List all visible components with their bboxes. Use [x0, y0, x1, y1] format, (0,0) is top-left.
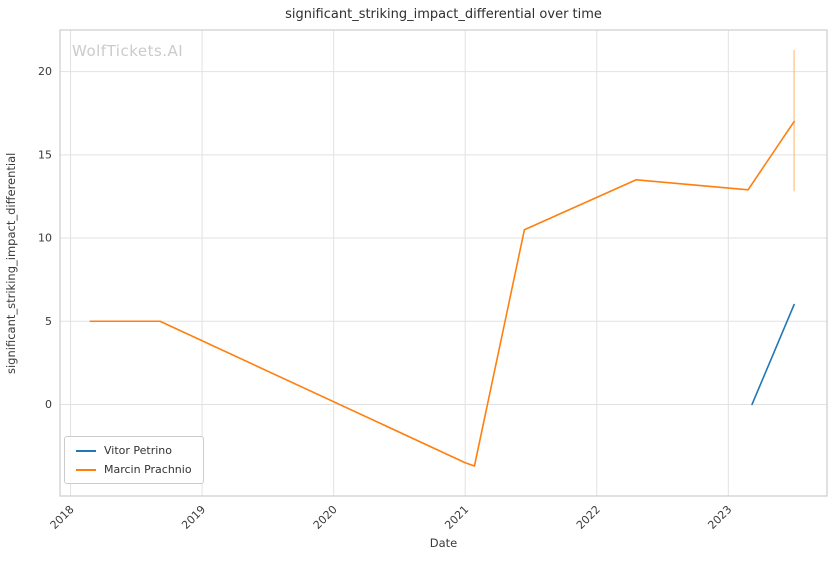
legend-label: Marcin Prachnio — [104, 463, 192, 476]
plot-frame — [59, 29, 828, 497]
legend-line-swatch-orange — [76, 468, 96, 471]
x-tick-label: 2022 — [574, 503, 603, 532]
legend-item-vitor-petrino: Vitor Petrino — [76, 444, 192, 457]
y-tick-label: 5 — [45, 315, 52, 328]
y-tick-label: 15 — [38, 148, 52, 161]
chart-title: significant_striking_impact_differential… — [285, 7, 602, 22]
series-line — [89, 120, 795, 467]
y-tick-label: 0 — [45, 398, 52, 411]
series-line — [751, 303, 795, 406]
legend-line-swatch-blue — [76, 449, 96, 452]
x-tick-label: 2021 — [442, 503, 471, 532]
x-tick-label: 2019 — [179, 503, 208, 532]
x-tick-label: 2018 — [48, 503, 77, 532]
y-tick-label: 10 — [38, 232, 52, 245]
x-tick-label: 2020 — [311, 503, 340, 532]
x-axis-label: Date — [429, 536, 458, 550]
legend: Vitor Petrino Marcin Prachnio — [64, 436, 204, 484]
legend-item-marcin-prachnio: Marcin Prachnio — [76, 463, 192, 476]
y-tick-label: 20 — [38, 65, 52, 78]
legend-label: Vitor Petrino — [104, 444, 173, 457]
watermark: WolfTickets.AI — [72, 42, 184, 60]
x-tick-label: 2023 — [705, 503, 734, 532]
